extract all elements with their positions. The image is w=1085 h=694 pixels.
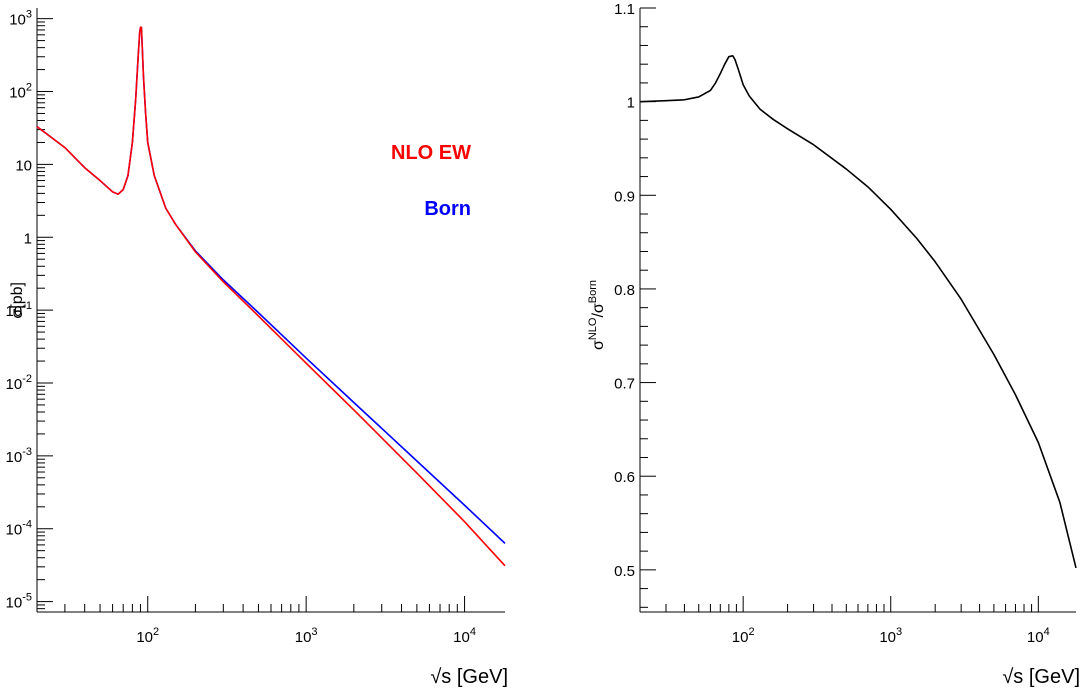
y-tick-label-exponent: -2 (22, 373, 32, 385)
y-tick-label: 0.9 (614, 188, 635, 205)
y-tick-label: 0.5 (614, 563, 635, 580)
y-tick-label: 0.7 (614, 376, 635, 393)
y-axis-title: σ[pb] (9, 282, 26, 319)
x-tick-label-base: 10 (136, 629, 153, 646)
y-tick-label: 1 (627, 95, 635, 112)
y-tick-label: 10-4 (6, 519, 32, 539)
x-tick-label-base: 10 (879, 629, 896, 646)
legend-label-nlo-ew: NLO EW (391, 142, 471, 164)
y-tick-label-base: 1 (24, 230, 32, 247)
y-title-sup: NLO (587, 317, 599, 340)
y-tick-label-exponent: 2 (26, 82, 32, 94)
y-tick-label-base: 10 (6, 522, 23, 539)
y-axis-title: σNLO/σBorn (587, 280, 607, 350)
y-tick-label-exponent: -1 (22, 300, 32, 312)
y-tick-label: 10 (15, 157, 32, 174)
y-tick-label: 1 (24, 230, 32, 247)
y-title-part: σ (590, 340, 607, 350)
x-tick-label-base: 10 (1027, 629, 1044, 646)
y-tick-label: 0.8 (614, 282, 635, 299)
series-line-nlo-ew (36, 26, 506, 567)
y-tick-label-base: 10 (9, 85, 26, 102)
y-tick-label-base: 10 (6, 376, 23, 393)
series-line (639, 54, 1077, 569)
y-tick-label: 1.1 (614, 1, 635, 18)
x-tick-label-base: 10 (295, 629, 312, 646)
y-tick-label-base: 10 (6, 303, 23, 320)
x-tick-label-exponent: 3 (311, 626, 317, 638)
y-tick-label: 10-5 (6, 592, 32, 612)
y-tick-label-exponent: -5 (22, 592, 32, 604)
y-tick-label-exponent: -3 (22, 446, 32, 458)
x-tick-label: 104 (453, 626, 476, 646)
x-tick-label-base: 10 (453, 629, 470, 646)
x-tick-label-exponent: 2 (748, 626, 754, 638)
y-tick-label-base: 10 (15, 157, 32, 174)
x-tick-label-exponent: 3 (896, 626, 902, 638)
y-title-sup: Born (587, 280, 599, 303)
x-tick-label: 102 (732, 626, 755, 646)
y-tick-label-exponent: 3 (26, 9, 32, 21)
x-tick-label-base: 10 (732, 629, 749, 646)
y-tick-label-base: 10 (6, 595, 23, 612)
x-tick-label-exponent: 4 (470, 626, 476, 638)
x-tick-label: 102 (136, 626, 159, 646)
y-tick-label: 0.6 (614, 469, 635, 486)
y-tick-label: 10-3 (6, 446, 32, 466)
series-line-born (36, 26, 506, 544)
y-tick-label-base: 10 (6, 449, 23, 466)
x-tick-label: 103 (295, 626, 318, 646)
x-axis-title: √s [GeV] (430, 666, 508, 688)
y-title-part: /σ (590, 303, 607, 317)
y-tick-label: 102 (9, 82, 32, 102)
x-tick-label-exponent: 2 (153, 626, 159, 638)
x-tick-label-exponent: 4 (1044, 626, 1050, 638)
y-tick-label-exponent: -4 (22, 519, 32, 531)
legend-label-born: Born (424, 198, 471, 220)
x-axis-title: √s [GeV] (1002, 666, 1080, 688)
y-tick-label: 10-1 (6, 300, 32, 320)
y-tick-label: 10-2 (6, 373, 32, 393)
cross-section-panel: 102 103 10410-510-410-310-210-1110102103√s… (6, 8, 508, 688)
y-tick-label: 103 (9, 9, 32, 29)
x-tick-label: 104 (1027, 626, 1050, 646)
y-tick-label-base: 10 (9, 12, 26, 29)
x-tick-label: 103 (879, 626, 902, 646)
